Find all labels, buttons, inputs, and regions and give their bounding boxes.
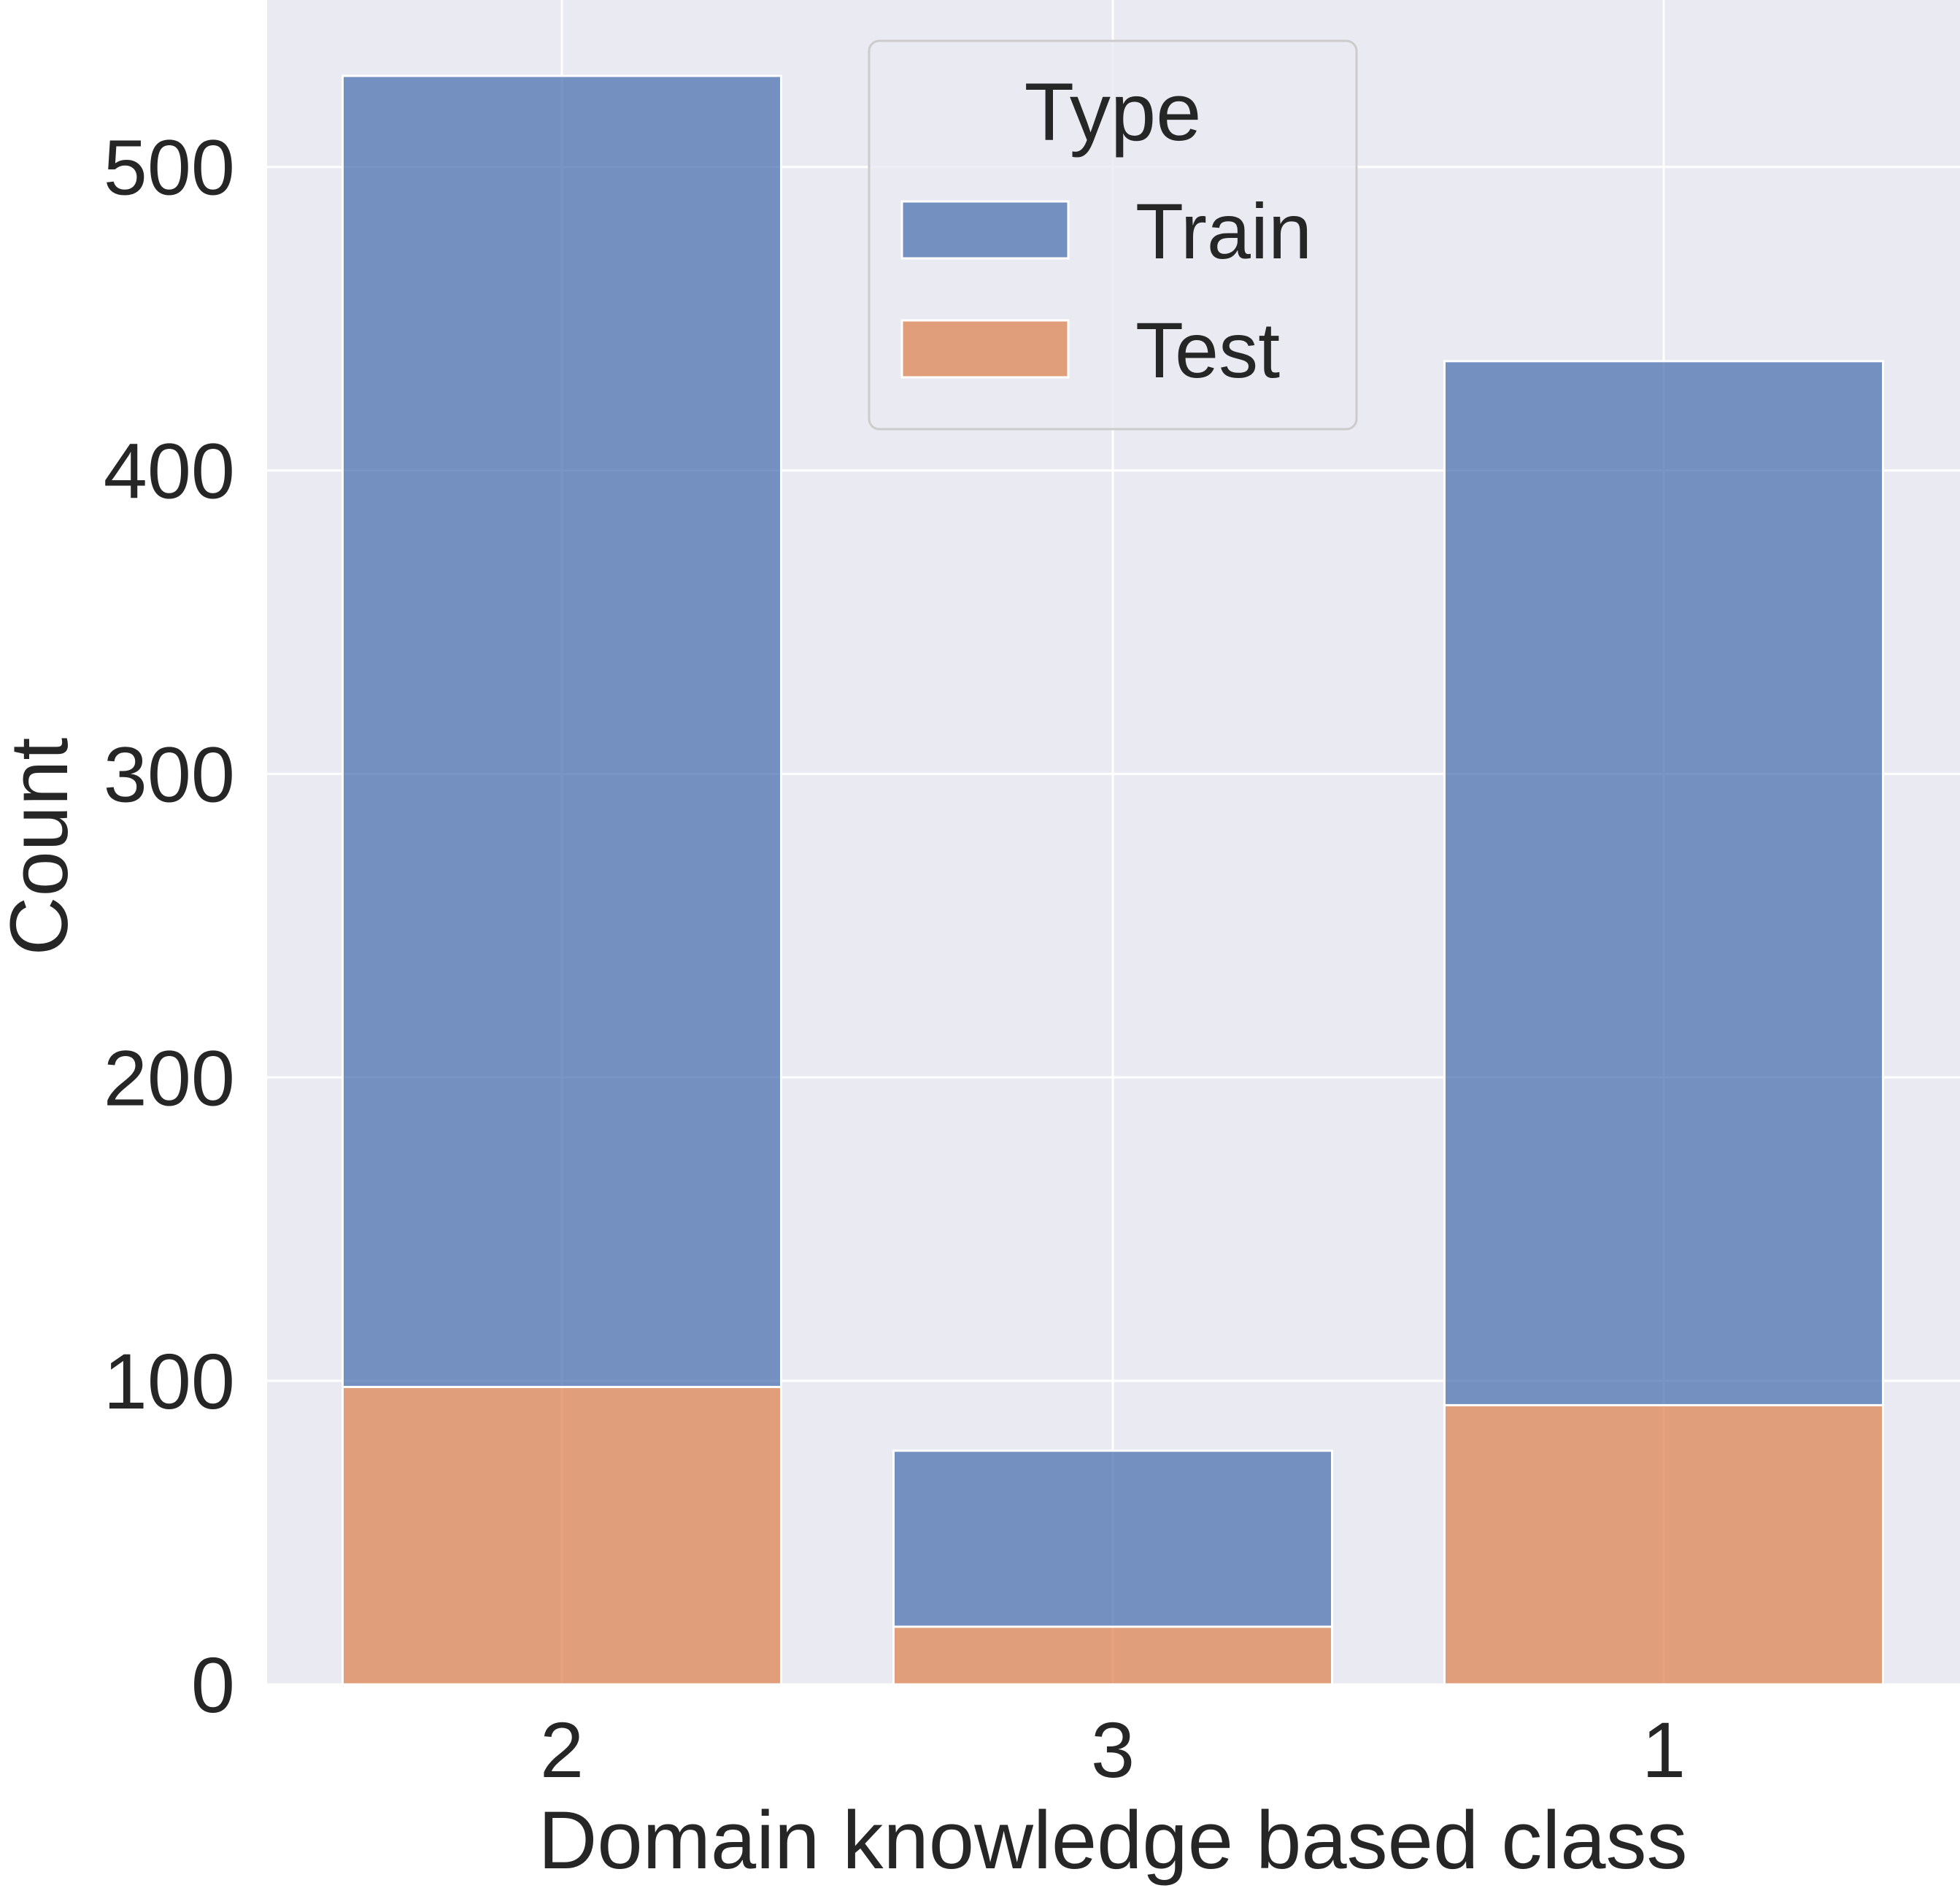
legend-title: Type [1025,66,1202,158]
bar-test-1 [1443,1403,1884,1686]
y-axis-title: Count [0,738,85,956]
y-tick-label: 500 [104,123,235,212]
x-tick-label: 1 [1642,1706,1686,1794]
legend-swatch-test [900,319,1070,379]
bar-test-3 [892,1625,1333,1686]
bar-train-2 [342,74,782,1388]
bar-test-2 [342,1385,782,1686]
tick-labels: 0 100 200 300 400 500 2 3 1 [104,123,1686,1794]
bar-train-1 [1443,360,1884,1406]
legend-swatch-train [900,200,1070,260]
y-tick-label: 200 [104,1033,235,1122]
legend-label-train: Train [1135,187,1312,275]
y-tick-label: 400 [104,427,235,515]
y-tick-label: 0 [191,1641,235,1729]
x-tick-label: 3 [1091,1706,1135,1794]
x-axis-title: Domain knowledge based class [538,1795,1687,1886]
y-tick-label: 300 [104,730,235,818]
bar-train-3 [892,1449,1333,1628]
legend-label-test: Test [1135,306,1280,394]
y-tick-label: 100 [104,1337,235,1425]
legend: Type Train Test [868,39,1358,431]
x-tick-label: 2 [540,1706,584,1794]
bars [342,74,1884,1686]
legend-entries: Train Test [900,187,1312,394]
